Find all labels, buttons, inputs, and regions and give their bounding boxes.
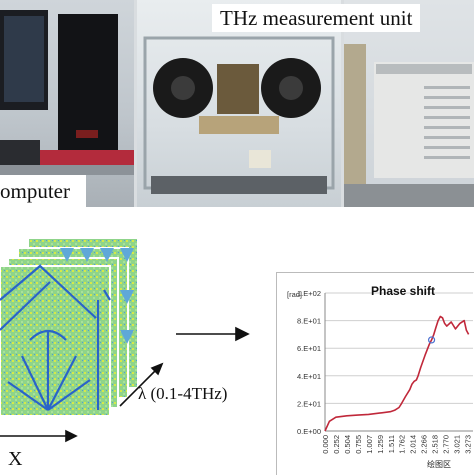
controller-illustration xyxy=(344,44,474,207)
lambda-arrow xyxy=(119,362,164,407)
x-tick-label: 2.014 xyxy=(409,435,418,454)
keyboard xyxy=(0,140,40,166)
chart-title: Phase shift xyxy=(371,284,435,298)
x-tick-label: 2.770 xyxy=(442,435,451,454)
x-tick-label: 1.259 xyxy=(376,435,385,454)
heatmap-features xyxy=(0,264,111,411)
x-tick-label: 0.000 xyxy=(321,435,330,454)
vent-grille xyxy=(424,86,470,159)
photo-strip: omputer THz measurement unit xyxy=(0,0,474,207)
desk xyxy=(0,165,134,175)
heatmap-triangles xyxy=(60,248,134,344)
base-plate xyxy=(151,176,327,194)
x-tick-label: 0.504 xyxy=(343,435,352,454)
right-mirror-center xyxy=(279,76,303,100)
y-tick-label: 1.E+02 xyxy=(297,289,321,298)
x-tick-label: 0.755 xyxy=(354,435,363,454)
pc-logo xyxy=(76,130,98,138)
x-tick-label: 1.762 xyxy=(398,435,407,454)
thz-unit-photo xyxy=(137,0,341,207)
y-tick-label: 0.E+00 xyxy=(297,427,321,436)
y-tick-label: 6.E+01 xyxy=(297,344,321,353)
phase-shift-line xyxy=(324,315,470,432)
heatmap-layer-front xyxy=(0,265,111,417)
process-arrow xyxy=(176,326,250,342)
controller-photo xyxy=(344,0,474,207)
computer-illustration xyxy=(0,10,134,175)
x-axis-arrow xyxy=(0,429,78,443)
y-tick-label: 4.E+01 xyxy=(297,372,321,381)
heatmap-stack xyxy=(0,237,139,417)
optics-mount xyxy=(217,64,259,114)
phase-shift-svg: 0.E+00 2.E+01 4.E+01 6.E+01 8.E+01 1.E+02[rad… xyxy=(287,284,473,469)
x-tick-label: 1.007 xyxy=(365,435,374,454)
thz-unit-illustration xyxy=(143,36,335,194)
x-tick-label: 0.252 xyxy=(332,435,341,454)
x-tick-label: 2.266 xyxy=(420,435,429,454)
sample-stage xyxy=(199,116,279,134)
computer-photo xyxy=(0,0,134,207)
x-tick-label: 3.273 xyxy=(464,435,473,454)
monitor-screen xyxy=(4,16,44,102)
controller-label-strip xyxy=(376,64,472,74)
x-axis-label: X xyxy=(8,448,23,470)
thz-unit-caption: THz measurement unit xyxy=(212,4,421,32)
computer-caption: omputer xyxy=(0,175,86,207)
y-axis-title: [rad] xyxy=(287,290,302,299)
chart-annotation: 绘图区 xyxy=(427,459,451,469)
y-tick-label: 8.E+01 xyxy=(297,317,321,326)
left-mirror-center xyxy=(171,76,195,100)
pc-tower xyxy=(58,14,118,164)
shelf-edge xyxy=(344,44,366,184)
x-tick-label: 2.518 xyxy=(431,435,440,454)
y-tick-label: 2.E+01 xyxy=(297,399,321,408)
x-tick-label: 1.511 xyxy=(387,435,396,453)
lambda-label: λ (0.1-4THz) xyxy=(138,384,228,403)
x-tick-label: 3.021 xyxy=(453,435,462,454)
chart-marker xyxy=(427,336,436,344)
sample-holder xyxy=(249,150,271,168)
optical-table xyxy=(344,184,474,207)
phase-shift-chart: 0.E+00 2.E+01 4.E+01 6.E+01 8.E+01 1.E+02 [rad… xyxy=(276,272,474,475)
